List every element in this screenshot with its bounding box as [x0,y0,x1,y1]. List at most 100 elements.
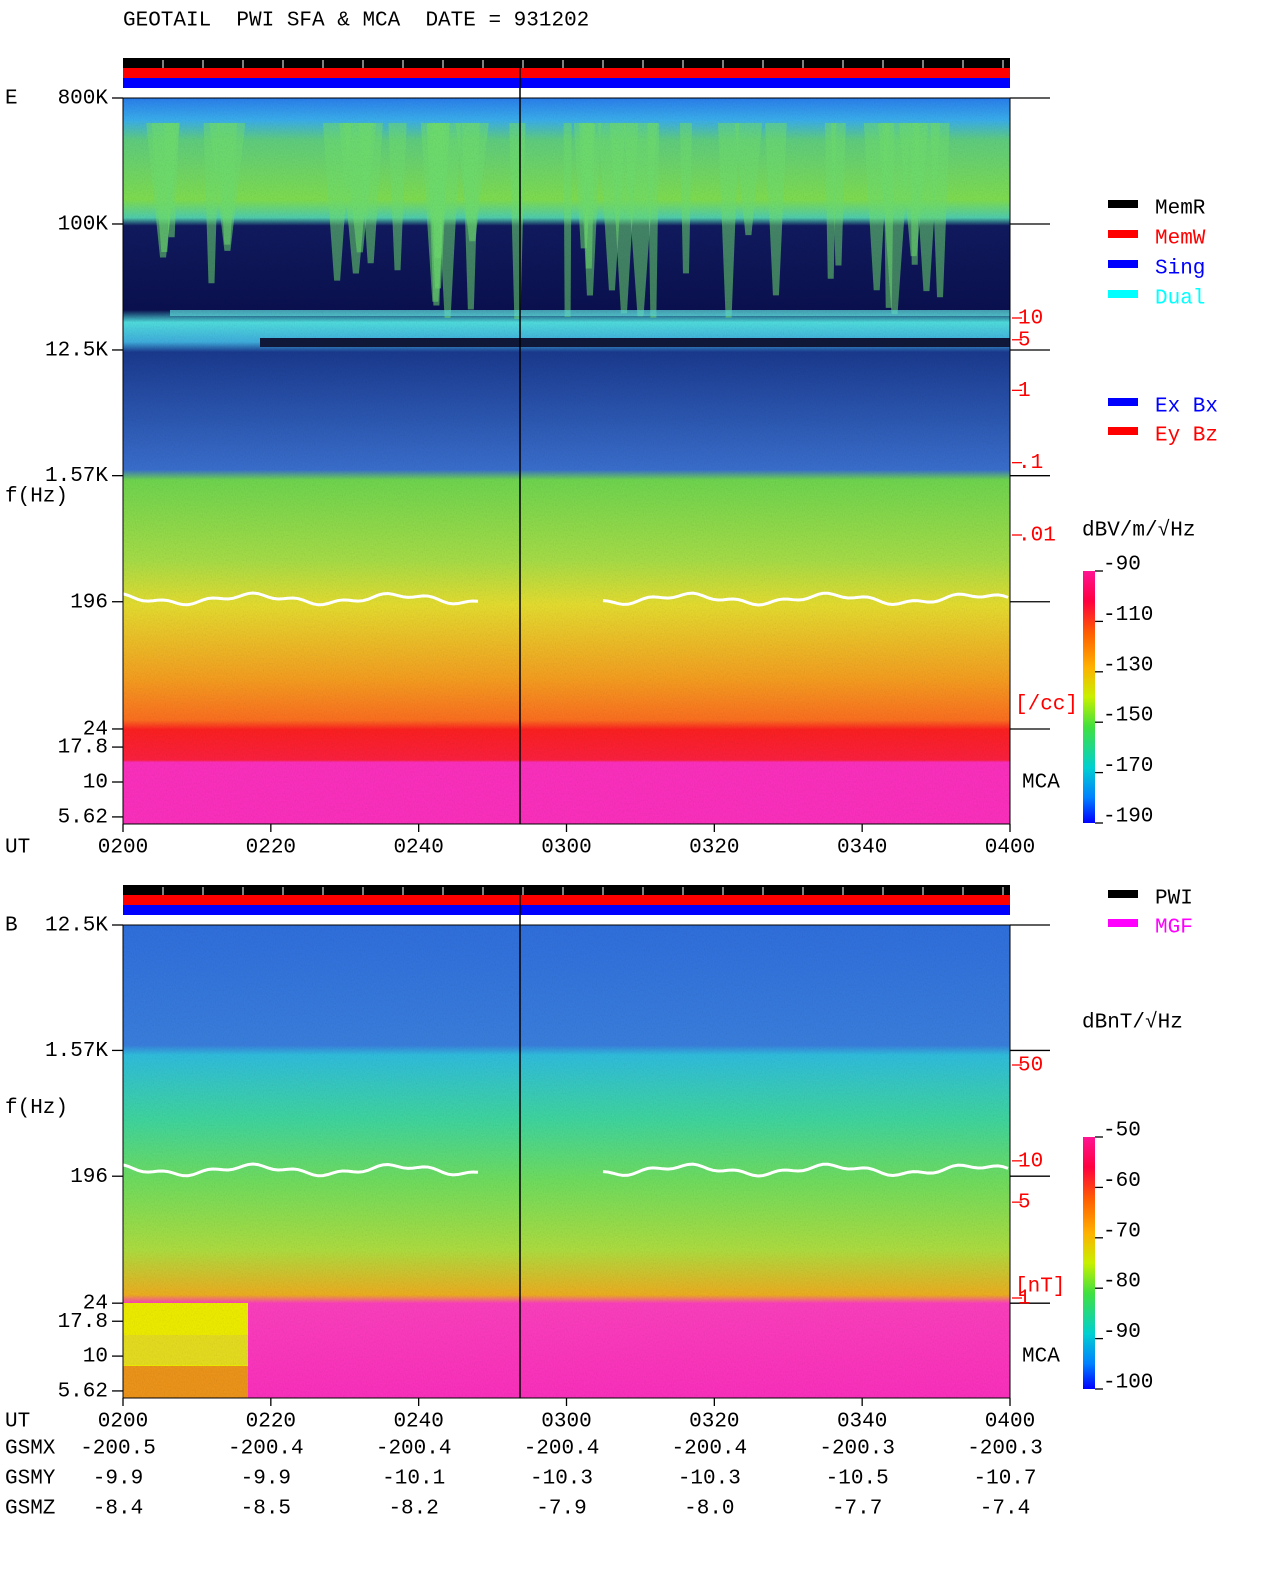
colorbar-tick-label: -130 [1103,654,1153,677]
status-bar [123,905,1010,915]
orbit-value: -200.3 [967,1438,1043,1461]
y-tick-label: 1.57K [45,1040,108,1063]
x-tick-label: 0220 [246,837,296,860]
legend-swatch [1108,230,1138,238]
colorbar-tick-label: -90 [1103,554,1141,577]
colorbar [1083,571,1095,823]
y-tick-label: 5.62 [58,1380,108,1403]
y-tick-label: 12.5K [45,340,108,363]
status-bar [123,885,1010,895]
y-tick-label: 800K [58,88,109,111]
y-tick-label: 100K [58,214,109,237]
orbit-value: -200.4 [524,1438,600,1461]
legend-label: MemR [1155,198,1206,221]
y-tick-label: 17.8 [58,737,108,760]
orbit-value: -200.4 [376,1438,452,1461]
colorbar-tick-label: -70 [1103,1220,1141,1243]
y-tick-label: 24 [83,719,108,742]
x-axis-label: UT [5,837,30,860]
orbit-value: -7.4 [980,1498,1030,1521]
status-bar [123,58,1010,68]
x-tick-label: 0200 [98,1411,148,1434]
legend-swatch [1108,398,1138,406]
y-tick-label: 10 [83,1346,108,1369]
status-bar [123,78,1010,88]
colorbar-tick-label: -50 [1103,1120,1141,1143]
density-tick-label: 10 [1018,308,1043,331]
colorbar-tick-label: -60 [1103,1170,1141,1193]
orbit-value: -9.9 [241,1468,291,1491]
y-tick-label: 1.57K [45,465,108,488]
status-bar [123,68,1010,78]
colorbar-label: dBnT/√Hz [1082,1011,1183,1035]
orbit-value: -200.4 [672,1438,748,1461]
orbit-row-label: GSMX [5,1438,56,1461]
density-tick-label: .01 [1018,525,1056,548]
y-tick-label: 17.8 [58,1311,108,1334]
speckle [123,98,1010,824]
legend-label: Ex Bx [1155,396,1218,419]
annotation: MCA [1022,1346,1060,1369]
legend-label: MemW [1155,228,1206,251]
density-tick-label: 5 [1018,329,1031,352]
orbit-value: -8.4 [93,1498,143,1521]
x-tick-label: 0340 [837,837,887,860]
legend-swatch [1108,290,1138,298]
cyclotron-line [602,591,1009,607]
y-tick-label: 5.62 [58,806,108,829]
orbit-value: -8.5 [241,1498,291,1521]
density-tick-label: 10 [1018,1150,1043,1173]
y-axis-label: f(Hz) [5,485,68,508]
x-tick-label: 0300 [541,837,591,860]
colorbar-label: dBV/m/√Hz [1082,519,1195,543]
legend-swatch [1108,919,1138,927]
orbit-value: -10.3 [530,1468,593,1491]
panel-label: B [5,915,18,938]
orbit-row-label: GSMZ [5,1498,55,1521]
legend-swatch [1108,890,1138,898]
y-axis-label: f(Hz) [5,1097,68,1120]
y-tick-label: 24 [83,1293,108,1316]
legend-label: Dual [1155,288,1205,311]
colorbar-tick-label: -150 [1103,705,1153,728]
legend-swatch [1108,200,1138,208]
orbit-row-label: GSMY [5,1468,56,1491]
x-tick-label: 0220 [246,1411,296,1434]
orbit-value: -8.2 [388,1498,438,1521]
orbit-value: -7.7 [832,1498,882,1521]
colorbar-tick-label: -190 [1103,806,1153,829]
legend-swatch [1108,260,1138,268]
orbit-value: -200.3 [819,1438,895,1461]
x-tick-label: 0400 [985,837,1035,860]
orbit-value: -9.9 [93,1468,143,1491]
orbit-value: -200.4 [228,1438,304,1461]
density-tick-label: 50 [1018,1055,1043,1078]
x-tick-label: 0300 [541,1411,591,1434]
density-tick-label: 5 [1018,1192,1031,1215]
orbit-value: -8.0 [684,1498,734,1521]
y-tick-label: 196 [70,1166,108,1189]
y-tick-label: 10 [83,772,108,795]
orbit-value: -10.1 [382,1468,445,1491]
x-tick-label: 0320 [689,1411,739,1434]
x-tick-label: 0320 [689,837,739,860]
density-unit: [/cc] [1015,694,1078,717]
cyclotron-line [122,1162,479,1178]
legend-label: MGF [1155,917,1193,940]
density-tick-label: 1 [1018,1288,1031,1311]
density-tick-label: .1 [1018,452,1043,475]
title: GEOTAIL PWI SFA & MCA DATE = 931202 [123,10,589,33]
colorbar [1083,1137,1095,1389]
colorbar-tick-label: -80 [1103,1271,1141,1294]
panel-label: E [5,88,18,111]
density-unit: [nT] [1015,1276,1065,1299]
density-tick-label: 1 [1018,380,1031,403]
orbit-value: -10.5 [826,1468,889,1491]
x-tick-label: 0240 [393,1411,443,1434]
orbit-value: -7.9 [536,1498,586,1521]
orbit-value: -200.5 [80,1438,156,1461]
legend-label: PWI [1155,888,1193,911]
x-tick-label: 0340 [837,1411,887,1434]
